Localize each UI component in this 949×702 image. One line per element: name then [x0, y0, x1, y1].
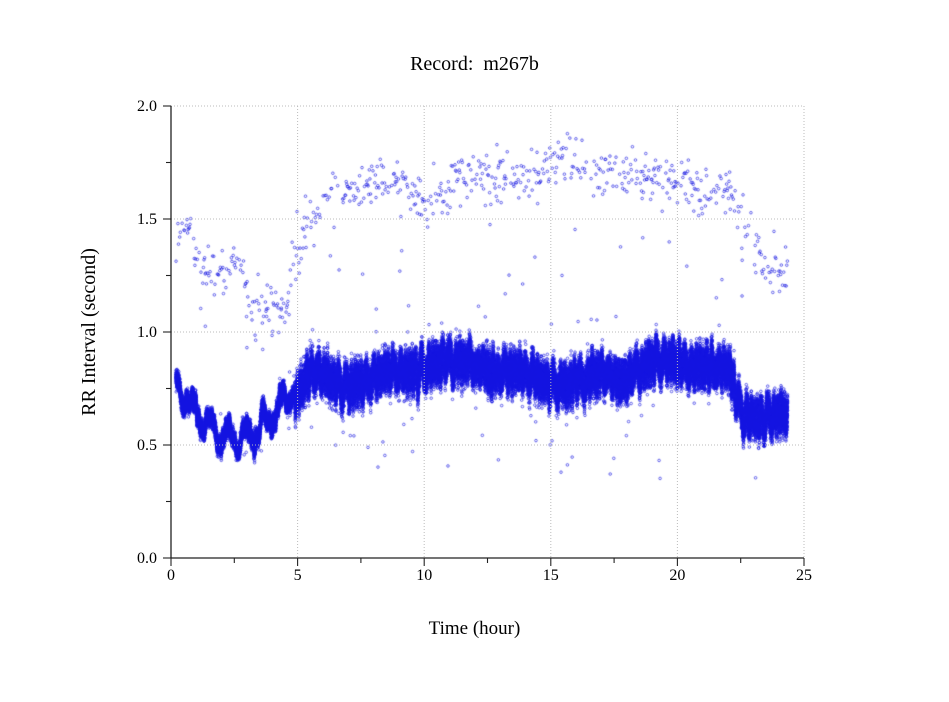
svg-text:0: 0: [167, 567, 175, 584]
svg-text:15: 15: [543, 567, 559, 584]
svg-text:1.5: 1.5: [137, 211, 157, 228]
svg-text:1.0: 1.0: [137, 324, 157, 341]
svg-text:0.5: 0.5: [137, 437, 157, 454]
svg-text:20: 20: [669, 567, 685, 584]
svg-text:25: 25: [796, 567, 812, 584]
svg-text:2.0: 2.0: [137, 98, 157, 115]
svg-text:0.0: 0.0: [137, 550, 157, 567]
svg-text:10: 10: [416, 567, 432, 584]
svg-text:5: 5: [294, 567, 302, 584]
